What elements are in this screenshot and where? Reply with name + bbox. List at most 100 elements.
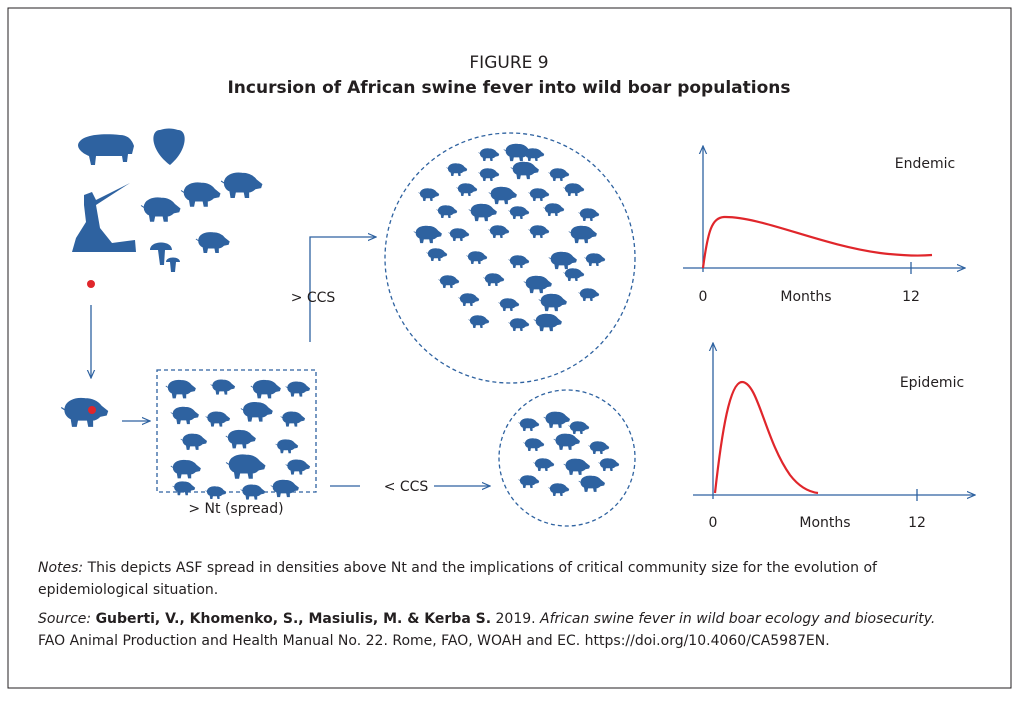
- infection-dot: [87, 280, 95, 288]
- boar: [508, 206, 530, 220]
- x-start: 0: [709, 515, 718, 531]
- boar: [568, 421, 590, 435]
- chart-title: Endemic: [895, 156, 955, 172]
- source-title: African swine fever in wild boar ecology…: [539, 611, 935, 627]
- x-end: 12: [902, 289, 920, 305]
- boar: [172, 481, 196, 496]
- boar: [483, 273, 505, 287]
- boar: [456, 183, 478, 197]
- boar: [528, 188, 550, 202]
- boar: [533, 458, 555, 472]
- boar: [180, 182, 221, 207]
- boar: [488, 225, 510, 239]
- boar: [508, 255, 530, 269]
- boar: [478, 168, 500, 182]
- boar: [578, 288, 600, 302]
- boar: [528, 225, 550, 239]
- boar: [563, 183, 585, 197]
- boar: [543, 411, 570, 428]
- boar: [225, 429, 256, 449]
- boar: [553, 433, 580, 450]
- boar: [170, 406, 199, 425]
- dense-population: [156, 369, 317, 493]
- boar: [210, 379, 236, 395]
- boar: [538, 293, 567, 312]
- pig-icon: [78, 134, 134, 165]
- frame: [7, 7, 1012, 689]
- above-ccs-label: > CCS: [291, 290, 336, 306]
- boar: [568, 225, 597, 244]
- figure-title: Incursion of African swine fever into wi…: [227, 78, 790, 98]
- boar: [518, 418, 540, 432]
- boar: [225, 454, 266, 479]
- endemic-curve: [701, 215, 933, 269]
- source-year: 2019.: [496, 611, 536, 627]
- boar: [563, 268, 585, 282]
- nt-label: > Nt (spread): [188, 501, 283, 517]
- small-population: [498, 389, 636, 527]
- boar: [165, 379, 196, 399]
- boar: [518, 475, 540, 489]
- boar: [413, 225, 442, 244]
- boar: [180, 433, 207, 450]
- boar: [270, 479, 299, 498]
- boar: [478, 148, 500, 162]
- boar: [548, 251, 577, 270]
- boar: [584, 253, 606, 267]
- chart-title: Epidemic: [900, 375, 964, 391]
- boar: [468, 315, 490, 329]
- source-rest: FAO Animal Production and Health Manual …: [38, 633, 830, 649]
- boar: [240, 401, 273, 422]
- boar-icons: [60, 143, 620, 500]
- boar: [205, 411, 231, 427]
- source-authors: Guberti, V., Khomenko, S., Masiulis, M. …: [96, 611, 491, 627]
- source-label: Source:: [38, 611, 91, 627]
- boar: [418, 188, 440, 202]
- boar: [523, 438, 545, 452]
- boar: [548, 483, 570, 497]
- boar: [275, 439, 299, 454]
- boar: [578, 208, 600, 222]
- boar: [466, 251, 488, 265]
- infected-dot: [88, 406, 96, 414]
- epidemic-curve: [713, 380, 819, 495]
- boar: [543, 203, 565, 217]
- large-population: [384, 132, 636, 384]
- boar: [498, 298, 520, 312]
- x-label: Months: [799, 515, 850, 531]
- boar: [578, 475, 605, 492]
- notes-text-2: epidemiological situation.: [38, 582, 218, 598]
- mushroom-icon: [150, 242, 180, 272]
- boar: [523, 275, 552, 294]
- boar: [448, 228, 470, 242]
- boar: [563, 458, 590, 475]
- boar: [195, 232, 230, 253]
- boar: [438, 275, 460, 289]
- hunter-icon: [72, 183, 136, 252]
- boar: [285, 381, 311, 397]
- figure-label: FIGURE 9: [469, 53, 548, 73]
- x-end: 12: [908, 515, 926, 531]
- boar: [220, 172, 263, 199]
- notes-text: This depicts ASF spread in densities abo…: [87, 560, 878, 576]
- boar: [510, 161, 539, 180]
- boar: [140, 197, 181, 222]
- strawberry-icon: [153, 128, 185, 165]
- notes-label: Notes:: [38, 560, 83, 576]
- boar: [468, 203, 497, 222]
- boar: [170, 459, 201, 479]
- x-label: Months: [780, 289, 831, 305]
- boar: [285, 459, 311, 475]
- boar: [446, 163, 468, 177]
- arrow: [309, 237, 376, 342]
- boar: [598, 458, 620, 472]
- boar: [588, 441, 610, 455]
- below-ccs-label: < CCS: [384, 479, 429, 495]
- boar: [533, 313, 562, 332]
- boar: [458, 293, 480, 307]
- x-start: 0: [699, 289, 708, 305]
- boar: [548, 168, 570, 182]
- boar: [523, 148, 545, 162]
- boar: [426, 248, 448, 262]
